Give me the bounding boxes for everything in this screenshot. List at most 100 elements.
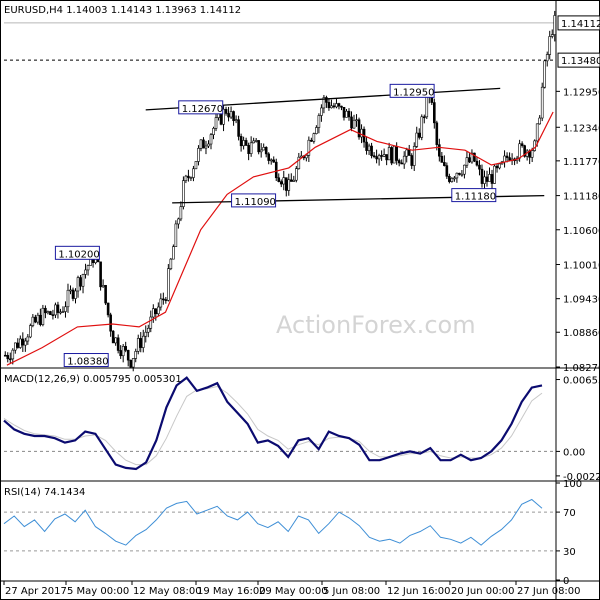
candle-body [478,164,481,170]
candle-body [3,354,7,357]
price-tick-label: 1.08270 [563,363,600,374]
x-tick-label: 27 Apr 2017 [5,586,67,597]
candle-body [19,338,22,348]
candle-body [370,145,373,156]
rsi-line [3,498,543,546]
macd-tick-label: 0.006534 [563,376,600,387]
candle-body [365,141,368,151]
candle-body [64,306,67,312]
candle-body [317,115,321,128]
candle-body [337,103,341,107]
candle-body [395,145,398,161]
candle-body [214,117,218,129]
candle-body [473,152,476,162]
annotation-label: 1.10200 [58,249,99,260]
candle-body [179,206,183,220]
price-tick-label: 1.09430 [563,295,600,306]
candle-body [71,289,75,299]
annotation-box [389,83,435,98]
candle-body [259,149,263,153]
candle-body [244,140,248,146]
candle-body [174,223,178,247]
x-tick-label: 20 Jun 00:00 [451,586,515,597]
candle-body [154,308,158,315]
candle-body [61,311,65,313]
candle-body [157,306,160,315]
candle-body [114,337,117,344]
candle-body [523,145,526,157]
candle-body [327,102,331,109]
candle-body [131,358,135,368]
candle-body [229,111,233,118]
candle-body [345,110,348,118]
candle-body [194,161,198,170]
candle-body [199,139,203,149]
candle-body [182,180,185,207]
candle-body [116,337,120,351]
candle-body [400,162,403,165]
candle-body [548,36,552,55]
candle-body [355,119,358,122]
candle-body [124,346,127,351]
candle-body [264,147,268,155]
candle-body [46,311,50,314]
candle-body [66,289,70,308]
candle-body [257,140,260,153]
candle-body [445,165,449,177]
candle-body [79,277,82,287]
candle-body [31,316,35,326]
candle-body [16,342,20,348]
candle-body [26,336,30,342]
candle-body [475,160,479,166]
candle-body [101,285,105,288]
candle-body [350,116,353,129]
candle-body [295,168,298,181]
candle-body [540,86,544,119]
candle-body [84,269,87,275]
candle-body [187,175,190,178]
candle-body [284,177,288,191]
candle-body [119,350,122,357]
candle-body [495,165,499,169]
candle-body [417,132,421,138]
candle-body [367,145,371,151]
annotation-label: 1.12670 [182,104,223,115]
candle-body [448,175,451,182]
candle-body [247,145,250,154]
candle-body [254,140,258,142]
candle-body [29,325,32,338]
candle-body [530,150,534,158]
candle-body [405,149,409,157]
candle-body [239,136,243,147]
candle-body [172,246,175,260]
price-tick-label: 1.10010 [563,261,600,272]
candle-body [282,177,286,185]
candle-body [144,331,148,337]
candle-body [279,181,283,185]
candle-body [387,147,391,161]
candle-body [342,106,346,118]
price-tick-label: 1.10600 [563,226,600,237]
candle-body [167,268,170,301]
candle-body [234,119,238,122]
candle-body [297,156,301,169]
candle-body [483,176,486,184]
x-tick-label: 12 Jun 16:00 [387,586,451,597]
candle-body [129,359,133,368]
candle-body [207,143,210,147]
level-label-box [557,52,600,68]
candle-body [545,54,549,62]
candle-body [237,119,240,137]
candle-body [212,128,215,135]
candle-body [136,338,140,352]
annotation-box [63,353,109,368]
candle-body [141,335,145,348]
candle-body [74,290,77,299]
candle-body [312,133,316,142]
candle-body [121,346,125,357]
price-tick-label: 1.11770 [563,157,600,168]
candle-body [550,34,554,37]
candle-body [322,97,326,109]
candle-body [463,164,466,175]
candle-body [433,102,436,124]
